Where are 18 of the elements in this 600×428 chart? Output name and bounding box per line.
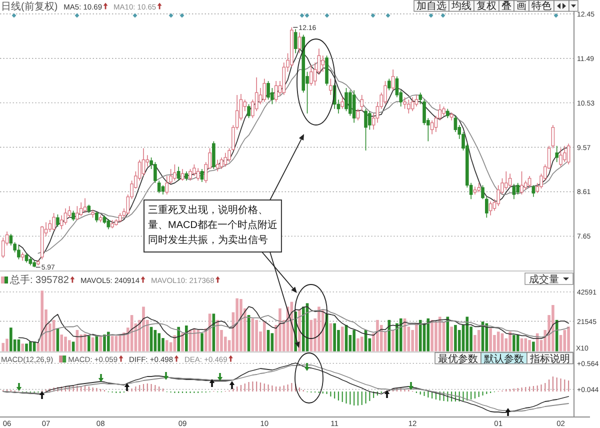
- annotation: 叠: [502, 1, 512, 12]
- annotation: 特色: [532, 0, 552, 12]
- annotation: 画: [516, 1, 526, 12]
- legend-label: 总手: 395782: [9, 274, 70, 286]
- annotation: 加自选: [416, 0, 446, 12]
- legend-item: 总手: 395782: [1, 275, 69, 286]
- annotation: 均线: [450, 0, 472, 12]
- annotation: 最优参数: [438, 352, 478, 365]
- note: 三重死叉出现，说明价格、 量、MACD都在一个时点附近 同时发生共振，为卖出信号: [144, 200, 282, 252]
- chart-title: 日线(前复权): [1, 0, 58, 12]
- annotation: 三重死叉出现，说明价格、: [148, 204, 268, 216]
- annotation: 复权: [476, 0, 496, 12]
- dropdown: 成交量: [524, 272, 574, 286]
- annotation: 成交量: [529, 274, 559, 286]
- annotation: 量、MACD都在一个时点附近: [148, 219, 278, 231]
- annotation: 指标说明: [529, 352, 570, 365]
- annotation: 默认参数: [483, 352, 524, 365]
- annotation: 同时发生共振，为卖出信号: [148, 234, 268, 246]
